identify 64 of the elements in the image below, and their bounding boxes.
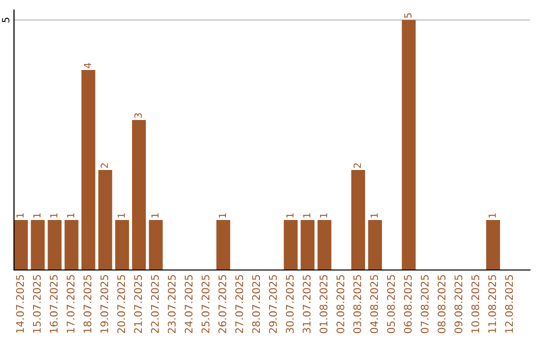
data-label: 2: [354, 163, 361, 168]
x-tick-label: 20.07.2025: [117, 275, 126, 334]
data-label: 1: [370, 213, 378, 218]
x-tick-label: 11.08.2025: [488, 275, 496, 333]
x-tick-label: 01.08.2025: [320, 275, 328, 334]
x-tick-label: 07.08.2025: [420, 275, 429, 334]
bar: [318, 220, 332, 270]
x-tick-label: 15.07.2025: [32, 275, 41, 333]
bar: [115, 220, 130, 270]
data-label: 1: [488, 213, 496, 218]
bar: [64, 220, 78, 270]
data-label: 1: [303, 213, 310, 218]
data-label: 1: [50, 213, 58, 218]
data-label: 1: [67, 213, 74, 218]
bar: [48, 220, 62, 270]
x-tick-label: 23.07.2025: [168, 275, 176, 334]
data-label: 5: [404, 13, 412, 18]
x-tick-label: 16.07.2025: [50, 275, 58, 333]
x-tick-label: 19.07.2025: [100, 275, 108, 333]
data-label: 1: [218, 213, 226, 218]
x-tick-label: 09.08.2025: [454, 275, 462, 334]
x-tick-label: 24.07.2025: [184, 275, 193, 334]
x-tick-label: 12.08.2025: [505, 275, 513, 333]
x-tick-label: 22.07.2025: [150, 275, 159, 334]
data-label: 1: [286, 213, 294, 218]
bar: [351, 170, 366, 270]
x-tick-label: 17.07.2025: [66, 275, 75, 333]
bar: [30, 220, 45, 270]
x-tick-label: 14.07.2025: [16, 275, 24, 333]
x-tick-label: 06.08.2025: [404, 275, 412, 334]
x-tick-label: 31.07.2025: [302, 275, 311, 334]
x-tick-label: 25.07.2025: [202, 275, 210, 334]
bar: [132, 120, 146, 270]
x-tick-label: 03.08.2025: [353, 275, 362, 334]
x-tick-label: 08.08.2025: [438, 275, 446, 334]
x-tick-label: 29.07.2025: [269, 275, 277, 334]
x-tick-label: 05.08.2025: [387, 275, 395, 334]
bar: [486, 220, 500, 270]
x-tick-label: 30.07.2025: [286, 275, 294, 334]
data-label: 3: [134, 113, 142, 118]
x-tick-label: 26.07.2025: [218, 275, 226, 334]
bar: [148, 220, 163, 270]
bar: [300, 220, 314, 270]
data-label: 1: [33, 213, 40, 218]
data-label: 1: [118, 213, 125, 218]
bar: [216, 220, 230, 270]
data-label: 2: [100, 163, 108, 168]
x-tick-label: 04.08.2025: [370, 275, 378, 334]
x-tick-label: 02.08.2025: [336, 275, 344, 334]
bar: [98, 170, 112, 270]
x-tick-label: 21.07.2025: [134, 275, 142, 334]
bar: [81, 70, 96, 270]
x-tick-label: 28.07.2025: [252, 275, 260, 334]
data-label: 1: [16, 213, 24, 218]
x-tick-label: 18.07.2025: [84, 275, 92, 333]
data-label: 4: [84, 62, 92, 68]
bar: [368, 220, 382, 270]
bar: [402, 20, 416, 270]
x-tick-label: 10.08.2025: [471, 275, 480, 333]
bar: [14, 220, 28, 270]
data-label: 1: [151, 213, 158, 218]
x-tick-label: 27.07.2025: [235, 275, 244, 334]
data-label: 1: [320, 213, 328, 218]
bar: [284, 220, 298, 270]
